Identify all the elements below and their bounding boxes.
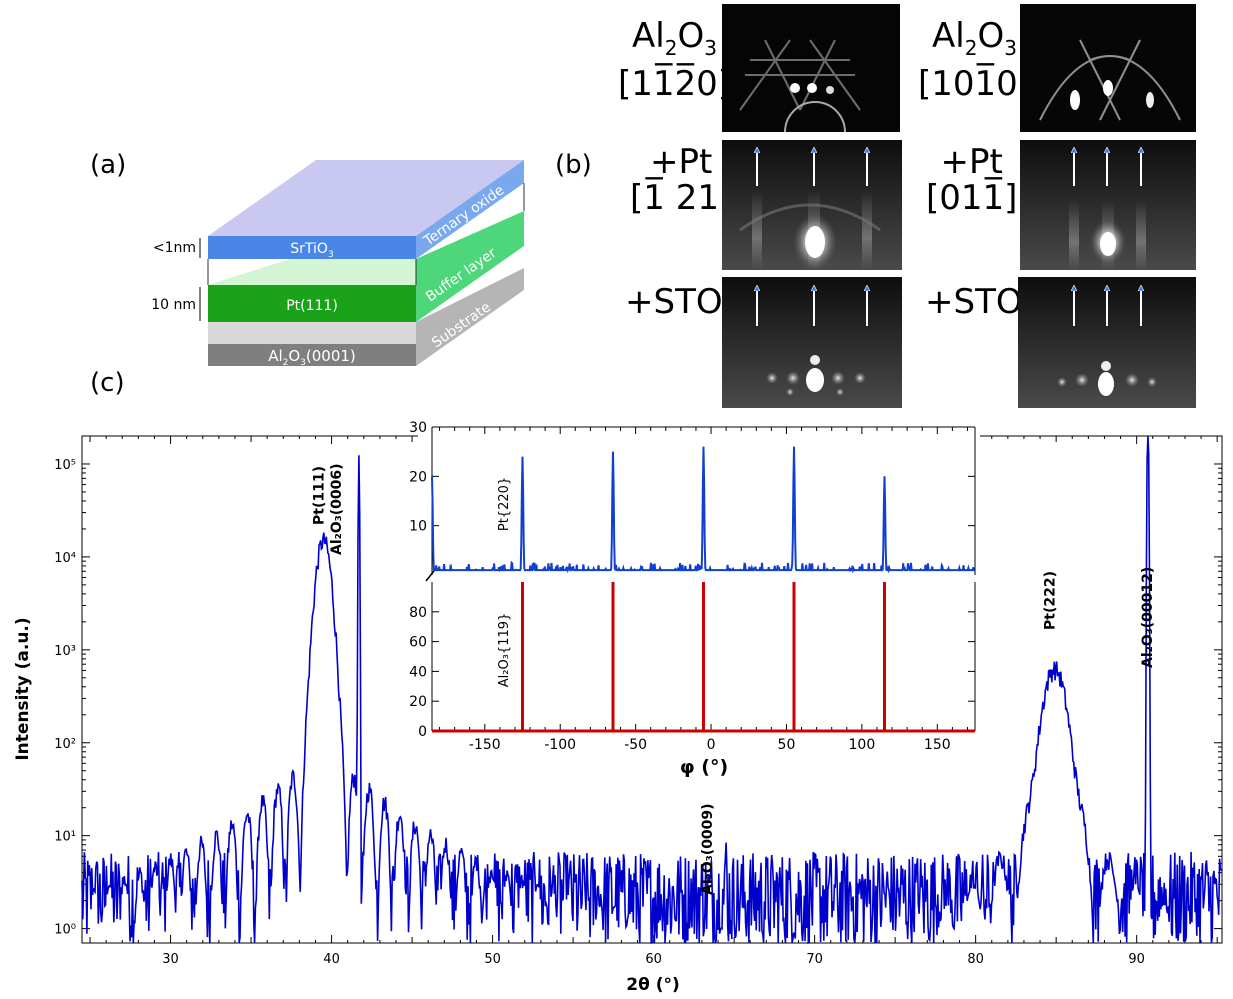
rheed-label-sto-1: +STO	[625, 282, 723, 322]
x-tick-label: 30	[162, 952, 179, 967]
rheed-image-sto-2	[1018, 277, 1196, 408]
thickness-label-top: <1nm	[153, 240, 196, 256]
layer-pt-side	[416, 211, 524, 322]
pt-top-slice	[208, 259, 416, 285]
inset-pt-ytick-label: 20	[409, 469, 427, 485]
main-ylabel: Intensity (a.u.)	[13, 617, 33, 760]
layer-srtio3	[208, 236, 416, 259]
peak-label: Pt(111)	[312, 466, 328, 525]
panel-label-b: (b)	[555, 150, 592, 180]
inset-xtick-label: 0	[707, 737, 716, 753]
xrd-series-line	[81, 435, 1223, 945]
x-tick-label: 50	[484, 952, 501, 967]
inset-xtick-label: -50	[624, 737, 647, 753]
inset-al-ytick-label: 60	[409, 635, 427, 651]
rheed-image-pt-011	[1020, 140, 1196, 270]
rheed-label-sapphire-2: Al2O3 [101̅0]	[918, 16, 1032, 104]
inset-xtick-label: -150	[469, 737, 501, 753]
y-tick-label: 10³	[54, 644, 76, 659]
rheed-image-sapphire-1120	[722, 4, 900, 133]
x-tick-label: 90	[1128, 952, 1145, 967]
layer-substrate-side	[416, 268, 524, 366]
layer-substrate	[208, 344, 416, 366]
substrate-label: Al2O3(0001)	[268, 347, 356, 368]
inset-series-label-al: Al₂O₃{119}	[497, 613, 512, 688]
peak-label: Al₂O₃(0009)	[700, 803, 716, 895]
rheed-image-sto-1	[722, 277, 902, 408]
inset-xtick-label: 100	[849, 737, 876, 753]
x-tick-label: 60	[645, 952, 662, 967]
al2o3-119-series-line	[432, 582, 975, 733]
inset-pt-ytick-label: 30	[409, 420, 427, 436]
inset-xtick-label: 50	[778, 737, 796, 753]
inset-series-label-pt: Pt{220}	[497, 477, 512, 531]
peak-label: Al₂O₃(00012)	[1140, 567, 1156, 668]
peak-label: Pt(222)	[1043, 571, 1059, 630]
inset-xlabel: φ (°)	[680, 756, 728, 778]
thickness-label-mid: 10 nm	[151, 297, 196, 313]
main-xlabel: 2θ (°)	[626, 975, 679, 995]
layer-stack-diagram: <1nm 10 nm SrTiO3 Pt(111) Al2O3(0001) Te…	[151, 160, 525, 368]
panel-label-a: (a)	[90, 150, 127, 180]
rheed-label-pt-2: +Pt [011̅]	[926, 142, 1018, 218]
rheed-image-sapphire-1010	[1020, 4, 1196, 132]
inset-al-ytick-label: 20	[409, 694, 427, 710]
inset-xtick-label: 150	[924, 737, 951, 753]
inset-pt-ytick-label: 10	[409, 519, 427, 535]
inset-al-ytick-label: 80	[409, 605, 427, 621]
layer-srtio3-side	[416, 160, 524, 259]
y-tick-label: 10⁴	[54, 551, 76, 566]
x-tick-label: 70	[806, 952, 823, 967]
pt-label: Pt(111)	[286, 298, 338, 314]
stack-top-face	[208, 160, 524, 236]
rheed-label-sapphire-1: Al2O3 [11̅2̅0]	[618, 16, 732, 104]
rheed-label-pt-1: +Pt [1̅ 21]	[630, 142, 733, 218]
panel-label-c: (c)	[90, 368, 125, 398]
inset-xtick-label: -100	[544, 737, 576, 753]
y-tick-label: 10⁰	[54, 923, 76, 938]
rheed-images	[722, 4, 1196, 408]
srtio3-label: SrTiO3	[290, 241, 333, 260]
inset-al-ytick-label: 0	[418, 724, 427, 740]
layer-pt	[208, 285, 416, 322]
peak-label: Al₂O₃(0006)	[329, 463, 345, 555]
x-tick-label: 40	[323, 952, 340, 967]
substrate-top-slice	[208, 322, 416, 344]
pt220-series-line	[431, 446, 975, 574]
inset-al-ytick-label: 40	[409, 664, 427, 680]
rheed-label-sto-2: +STO	[925, 282, 1023, 322]
rheed-image-pt-121	[722, 140, 902, 270]
axis-break-mark	[425, 570, 435, 582]
y-tick-label: 10⁵	[54, 458, 76, 473]
x-tick-label: 80	[967, 952, 984, 967]
y-tick-label: 10¹	[54, 830, 76, 845]
y-tick-label: 10²	[54, 737, 76, 752]
